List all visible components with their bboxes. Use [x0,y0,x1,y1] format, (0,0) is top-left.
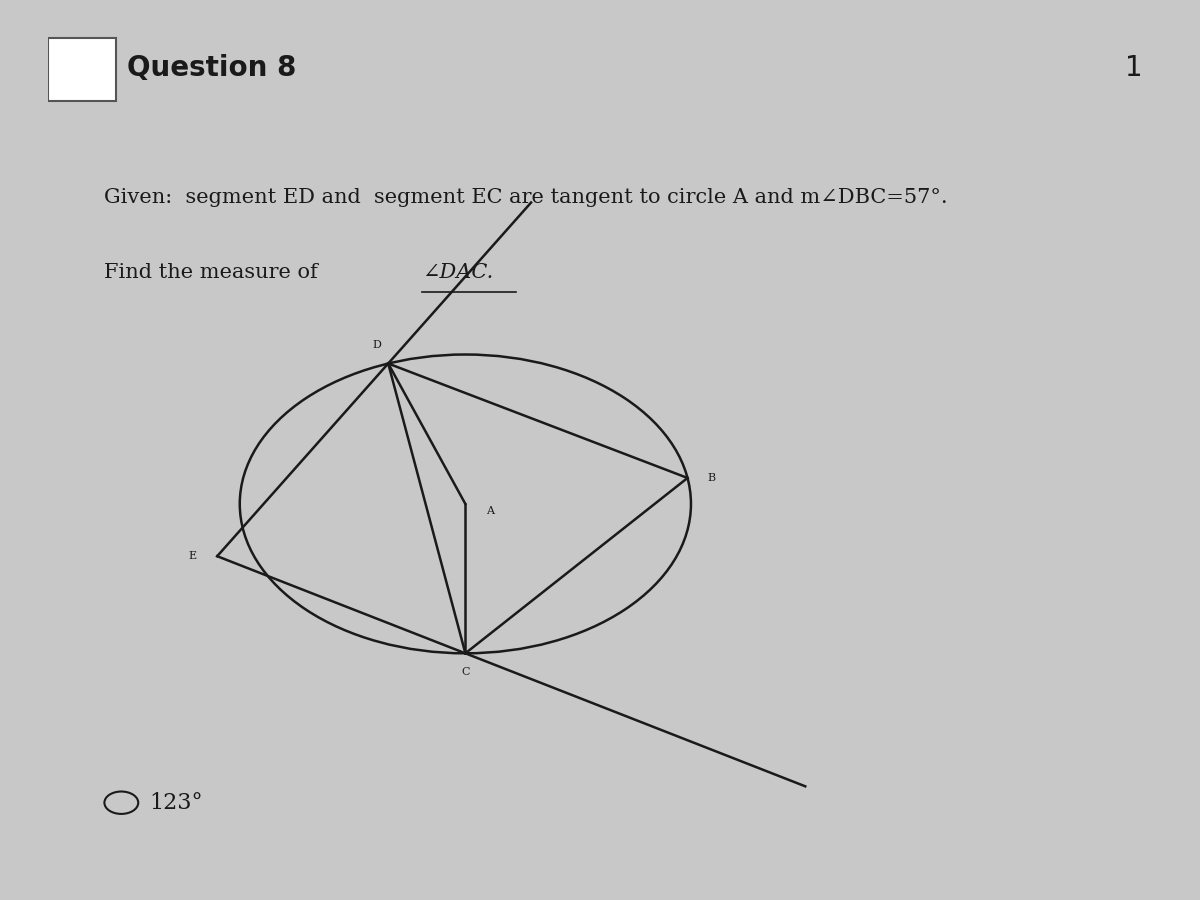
Text: C: C [461,667,469,677]
Text: Question 8: Question 8 [127,53,296,82]
Text: 1: 1 [1124,53,1142,82]
Text: Given:  segment ED and  segment EC are tangent to circle A and m∠DBC=57°.: Given: segment ED and segment EC are tan… [104,188,948,207]
Text: A: A [486,507,493,517]
Text: Find the measure of: Find the measure of [104,263,325,282]
FancyBboxPatch shape [48,39,115,101]
Text: B: B [708,473,716,483]
Text: 123°: 123° [150,792,203,814]
Text: D: D [372,340,382,350]
Text: ∠DAC.: ∠DAC. [422,263,493,282]
Text: E: E [188,551,197,562]
